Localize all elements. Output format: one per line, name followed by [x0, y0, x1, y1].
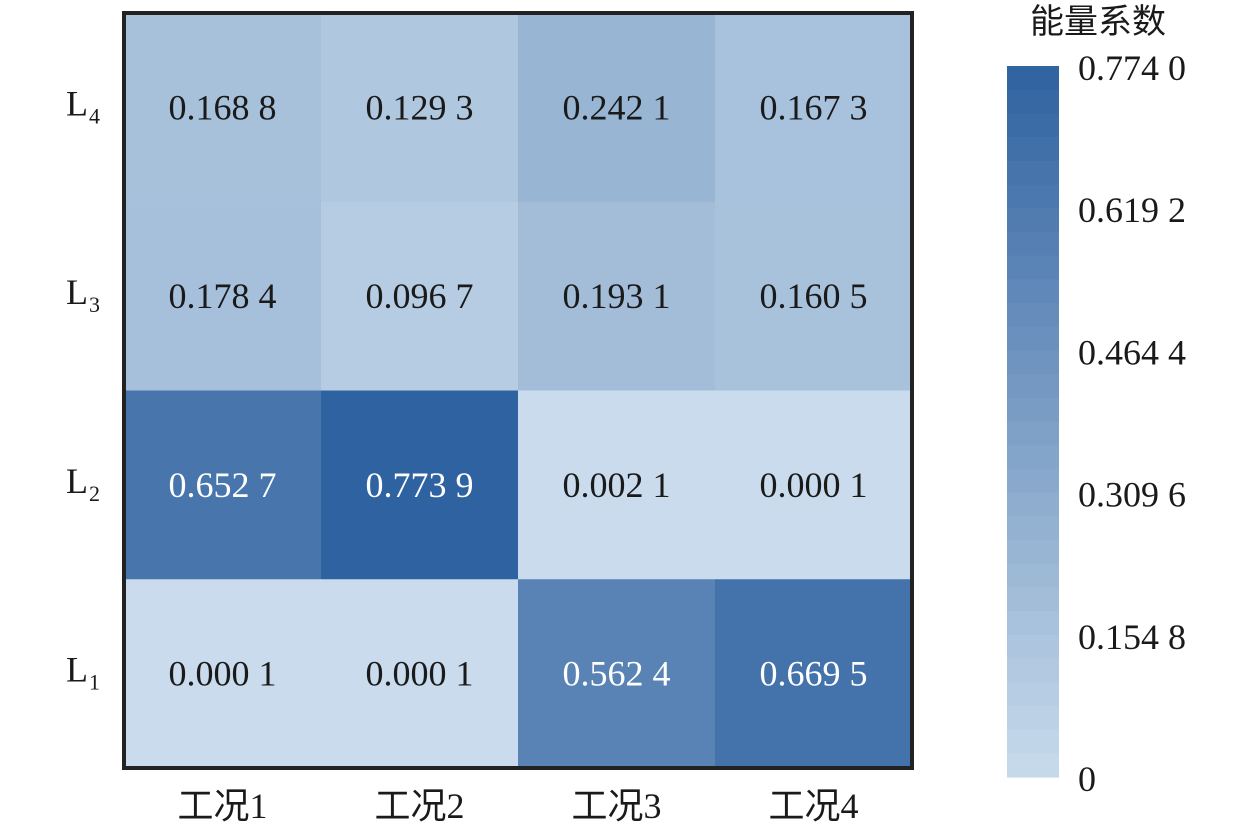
heatmap-cell [518, 579, 716, 769]
x-axis-labels: 工况1 工况2 工况3 工况4 [177, 786, 858, 826]
cell-value-label: 0.562 4 [563, 654, 671, 694]
y-tick-label: L3 [66, 272, 100, 317]
colorbar-tick-label: 0.619 2 [1078, 190, 1186, 230]
heatmap-cell [715, 13, 913, 203]
colorbar-segment [1007, 634, 1059, 660]
colorbar-segment [1007, 160, 1059, 186]
heatmap-cell [124, 13, 322, 203]
cell-value-label: 0.669 5 [760, 654, 868, 694]
cell-value-label: 0.000 1 [169, 654, 277, 694]
y-tick-label: L2 [66, 461, 100, 506]
colorbar-title: 能量系数 [1030, 2, 1166, 42]
cell-value-label: 0.000 1 [760, 465, 868, 505]
cell-value-label: 0.773 9 [366, 465, 474, 505]
cell-value-label: 0.167 3 [760, 87, 868, 127]
heatmap-cell [321, 579, 519, 769]
colorbar-segment [1007, 350, 1059, 375]
plot-frame [122, 11, 914, 770]
heatmap-cell [124, 579, 322, 769]
cell-value-label: 0.242 1 [563, 87, 671, 127]
colorbar-segment [1007, 421, 1059, 446]
colorbar-segment [1007, 66, 1059, 91]
colorbar-tick-label: 0.464 4 [1078, 332, 1186, 372]
colorbar-segment [1007, 445, 1059, 470]
colorbar-tick-label: 0 [1078, 759, 1096, 799]
heatmap-cell [715, 390, 913, 580]
colorbar-segment [1007, 255, 1059, 280]
cell-value-label: 0.129 3 [366, 87, 474, 127]
colorbar-segment [1007, 682, 1059, 707]
cell-value-label: 0.178 4 [169, 276, 277, 316]
colorbar-segment [1007, 208, 1059, 233]
x-tick-label: 工况2 [374, 786, 464, 826]
colorbar-tick-label: 0.309 6 [1078, 475, 1186, 515]
cell-value-label: 0.193 1 [563, 276, 671, 316]
colorbar-segment [1007, 516, 1059, 541]
colorbar-segment [1007, 303, 1059, 328]
colorbar-segment [1007, 611, 1059, 636]
cell-value-label: 0.000 1 [366, 654, 474, 694]
colorbar-segment [1007, 113, 1059, 138]
colorbar-segment [1007, 729, 1059, 754]
heatmap-cell [518, 13, 716, 203]
colorbar-segment [1007, 184, 1059, 209]
colorbar-segment [1007, 326, 1059, 351]
heatmap-cell [321, 13, 519, 203]
colorbar-segment [1007, 374, 1059, 399]
colorbar-segment [1007, 705, 1059, 731]
heatmap-cell [715, 579, 913, 769]
colorbar-segment [1007, 540, 1059, 565]
colorbar-segment [1007, 658, 1059, 683]
cell-value-label: 0.096 7 [366, 276, 474, 316]
x-tick-label: 工况3 [571, 786, 661, 826]
cell-value-label: 0.168 8 [169, 87, 277, 127]
colorbar-tick-label: 0.774 0 [1078, 48, 1186, 88]
colorbar-tick-label: 0.154 8 [1078, 617, 1186, 657]
x-tick-label: 工况4 [768, 786, 858, 826]
colorbar-segment [1007, 231, 1059, 257]
colorbar-segment [1007, 89, 1059, 114]
cell-value-label: 0.160 5 [760, 276, 868, 316]
colorbar: 0.774 0 0.619 2 0.464 4 0.309 6 0.154 8 0 [1007, 48, 1186, 799]
x-tick-label: 工况1 [177, 786, 267, 826]
colorbar-segment [1007, 137, 1059, 162]
colorbar-segment [1007, 587, 1059, 612]
heatmap-cell [124, 201, 322, 391]
heatmap-cell [321, 390, 519, 580]
colorbar-segment [1007, 279, 1059, 304]
heatmap-cell [518, 201, 716, 391]
heatmap-cell [715, 201, 913, 391]
colorbar-segment [1007, 468, 1059, 494]
heatmap-cell [124, 390, 322, 580]
colorbar-segment [1007, 563, 1059, 588]
y-axis-labels: L4 L3 L2 L1 [66, 83, 100, 694]
colorbar-segment [1007, 492, 1059, 517]
y-tick-label: L1 [66, 650, 100, 695]
heatmap-cell [518, 390, 716, 580]
heatmap-cells: 0.168 8 0.129 3 0.242 1 0.167 3 0.178 4 0.096… [124, 13, 913, 769]
y-tick-label: L4 [66, 83, 100, 128]
heatmap-cell [321, 201, 519, 391]
colorbar-segment [1007, 753, 1059, 778]
cell-value-label: 0.002 1 [563, 465, 671, 505]
cell-value-label: 0.652 7 [169, 465, 277, 505]
colorbar-segment [1007, 397, 1059, 423]
